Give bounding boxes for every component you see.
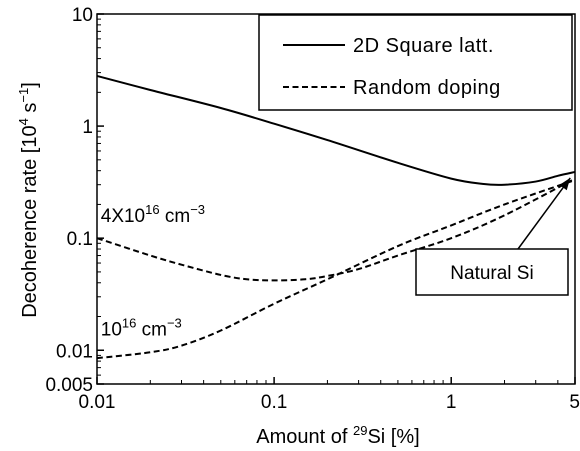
legend-box [258,14,573,111]
callout-text: Natural Si [450,263,533,284]
plot-frame [96,13,576,385]
annotation-conc-low-pre: 10 [101,320,122,341]
y-tick-label-3: 1 [82,117,93,138]
y-axis-label-mid: s [19,103,41,119]
annotation-conc-low-sup2: −3 [167,316,182,331]
x-axis-label-post: Si [%] [367,426,419,448]
legend-label-1: Random doping [353,77,501,99]
legend: 2D Square latt. Random doping [258,14,573,111]
y-tick-label-2: 0.1 [67,229,93,250]
y-tick-label-0: 0.005 [45,375,93,396]
y-tick-label-4: 10 [72,5,93,26]
series-line-0 [96,75,576,186]
annotation-conc-high-unit: cm [160,206,191,227]
callout-box [415,248,569,296]
y-axis-label-sup2: −1 [16,88,31,103]
annotation-conc-low: 1016 cm−3 [101,316,182,341]
y-axis-label: Decoherence rate [104 s−1] [16,82,41,318]
x-axis-label: Amount of 29Si [%] [256,423,419,448]
x-tick-label-3: 5 [569,392,580,413]
y-tick-label-1: 0.01 [56,341,93,362]
annotation-conc-high-sup: 16 [145,202,159,217]
x-tick-label-2: 1 [446,392,457,413]
y-axis-label-post: ] [19,82,41,88]
callout-arrow-head [559,177,571,191]
y-axis-label-pre: Decoherence rate [10 [19,125,41,317]
x-tick-label-1: 0.1 [261,392,287,413]
annotation-conc-high: 4X1016 cm−3 [101,202,205,227]
annotation-conc-high-sup2: −3 [190,202,205,217]
callout-arrow-line [517,177,571,250]
series-layer [96,75,576,360]
series-line-1 [96,177,576,282]
x-axis-label-pre: Amount of [256,426,353,448]
series-line-2 [96,179,576,360]
x-tick-label-0: 0.01 [79,392,116,413]
y-axis-label-sup1: 4 [16,118,31,125]
annotation-conc-high-pre: 4X10 [101,206,145,227]
annotation-conc-low-unit: cm [136,320,167,341]
annotation-conc-low-sup: 16 [122,316,136,331]
legend-label-0: 2D Square latt. [353,35,494,57]
x-axis-label-sup: 29 [353,423,367,438]
